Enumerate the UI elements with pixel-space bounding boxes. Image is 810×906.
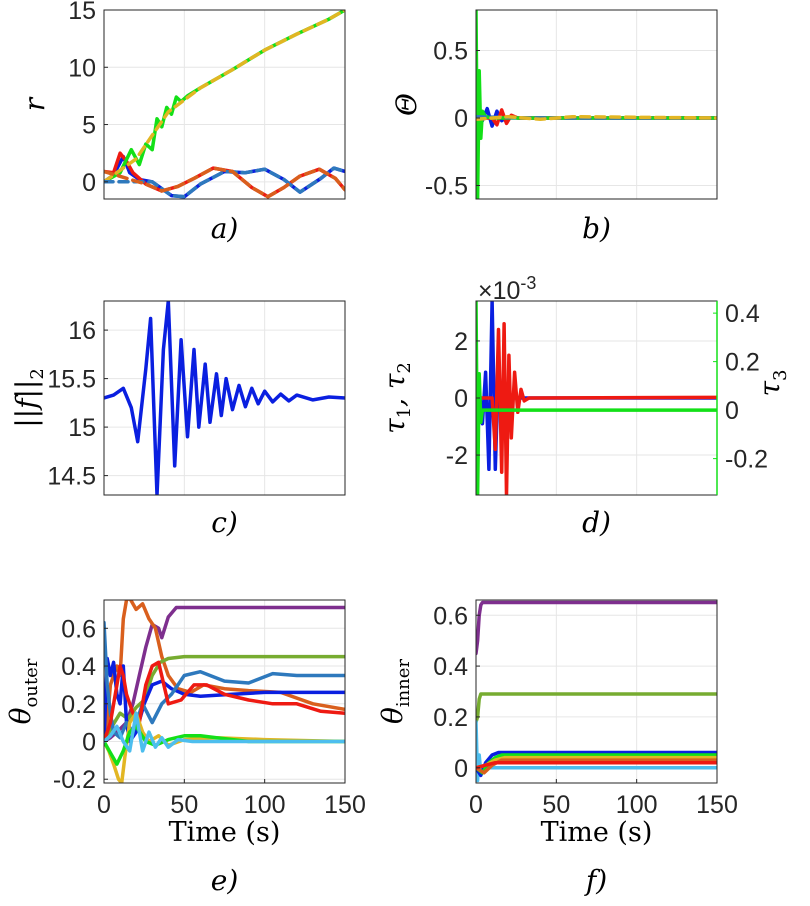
x-tick-label: 0: [97, 791, 111, 819]
y-tick-label: 15: [68, 0, 96, 25]
axes-box: [103, 9, 346, 200]
plot-area: [476, 10, 717, 199]
y-axis-label-sub: inner: [393, 659, 414, 708]
series-line-o8: [104, 724, 345, 766]
series-group: [476, 10, 717, 199]
y-axis-label: θinner: [376, 659, 414, 724]
y-axis-label: Θ: [390, 93, 423, 116]
y-label-part: 2: [394, 362, 415, 373]
series-line-i4: [476, 750, 717, 778]
x-axis-label: Time (s): [541, 817, 653, 848]
x-tick-label: 50: [170, 791, 198, 819]
x-tick-label: 100: [616, 791, 658, 819]
panel-b: -0.5 0 0.5 Θb): [390, 9, 718, 245]
y-axis-label-base: θ: [376, 707, 409, 724]
y-tick-label: 0.5: [433, 38, 468, 66]
panel-d: -202-0.200.20.4×10-3τ1, τ2d): [378, 273, 768, 539]
y-tick-label: 0.6: [61, 615, 96, 643]
series-line-i1: [476, 600, 717, 656]
y-tick-label: 0.4: [61, 653, 96, 681]
y-tick-label: 2: [454, 328, 468, 356]
right-axis-label-sub: 3: [770, 370, 791, 381]
x-tick-label: 100: [244, 791, 286, 819]
plot-area: [104, 10, 345, 199]
panel-caption: a): [211, 212, 239, 245]
panel-c: 14.5 15 15.5 16 c): [47, 300, 346, 539]
y-tick-label: 14.5: [47, 463, 96, 491]
right-tick-label: 0: [725, 397, 739, 425]
x-axis-label: Time (s): [169, 817, 281, 848]
panel-f: 0 0.2 0.4 0.6 0 50 100 150 Time (s) f): [433, 599, 738, 897]
panel-caption: d): [582, 506, 611, 539]
series-line-o9: [104, 711, 345, 753]
series-line-norm: [104, 301, 345, 495]
y-tick-label: 16: [68, 317, 96, 345]
series-line-i2: [476, 692, 717, 724]
y-tick-label: 0: [454, 385, 468, 413]
y-axis-label-base: θ: [4, 707, 37, 724]
series-group: [104, 600, 345, 783]
y-tick-label: 10: [68, 54, 96, 82]
exponent-base: ×10: [478, 277, 520, 305]
panel-caption: b): [582, 212, 611, 245]
axes-box: [475, 9, 718, 200]
series-line-r6: [104, 166, 345, 199]
panel-a: 0 5 10 15 r a): [18, 0, 346, 245]
axes-box: [103, 300, 346, 496]
y-tick-label: 15: [68, 414, 96, 442]
y-axis-label-sub: 2: [27, 368, 48, 379]
series-line-o6: [104, 660, 345, 744]
y-label-part: τ: [378, 418, 411, 434]
y-tick-label: 15.5: [47, 366, 96, 394]
series-line-r4: [104, 10, 345, 184]
y-tick-label: -0.2: [53, 766, 96, 794]
y-axis-label: ||f||2: [10, 368, 48, 428]
right-axis-label: τ3: [753, 370, 791, 397]
y-tick-label: -2: [446, 442, 468, 470]
right-tick-label: 0.2: [725, 349, 760, 377]
panel-caption: f): [584, 864, 607, 897]
y-tick-label: 0.2: [61, 691, 96, 719]
series-line-o4: [104, 656, 345, 744]
y-axis-label: r: [18, 96, 51, 111]
y-tick-label: 0: [454, 755, 468, 783]
x-tick-label: 50: [542, 791, 570, 819]
y-axis-label-sub: outer: [21, 658, 42, 707]
axes-box: [475, 599, 718, 784]
series-group: [476, 600, 717, 783]
exponent-power: -3: [520, 273, 536, 293]
axes-box: [103, 599, 346, 784]
y-tick-label: 0.4: [433, 653, 468, 681]
y-tick-label: 0: [82, 169, 96, 197]
y-label-part: 1: [394, 407, 415, 418]
y-axis-label: θouter: [4, 658, 42, 724]
right-tick-label: 0.4: [725, 300, 760, 328]
panel-caption: e): [211, 864, 239, 897]
y-axis-label: τ1, τ2: [378, 362, 415, 434]
y-tick-label: 0: [82, 728, 96, 756]
x-tick-label: 150: [696, 791, 738, 819]
right-tick-label: -0.2: [725, 446, 768, 474]
series-group: [104, 10, 345, 199]
y-axis-label-base: ||f||: [10, 380, 43, 428]
panel-caption: c): [211, 506, 238, 539]
x-tick-label: 0: [469, 791, 483, 819]
y-tick-label: 0.2: [433, 704, 468, 732]
y-tick-label: 0: [454, 105, 468, 133]
y-tick-label: -0.5: [425, 173, 468, 201]
series-line-r5: [104, 166, 345, 199]
right-axis-label-base: τ: [753, 380, 786, 396]
exponent-label: ×10-3: [478, 273, 536, 305]
y-label-part: , τ: [378, 373, 411, 407]
series-line-i8: [476, 760, 717, 770]
series-line-th5: [476, 114, 717, 122]
x-tick-label: 150: [324, 791, 366, 819]
y-tick-label: 0.6: [433, 602, 468, 630]
series-group: [104, 301, 345, 495]
y-tick-label: 5: [82, 112, 96, 140]
